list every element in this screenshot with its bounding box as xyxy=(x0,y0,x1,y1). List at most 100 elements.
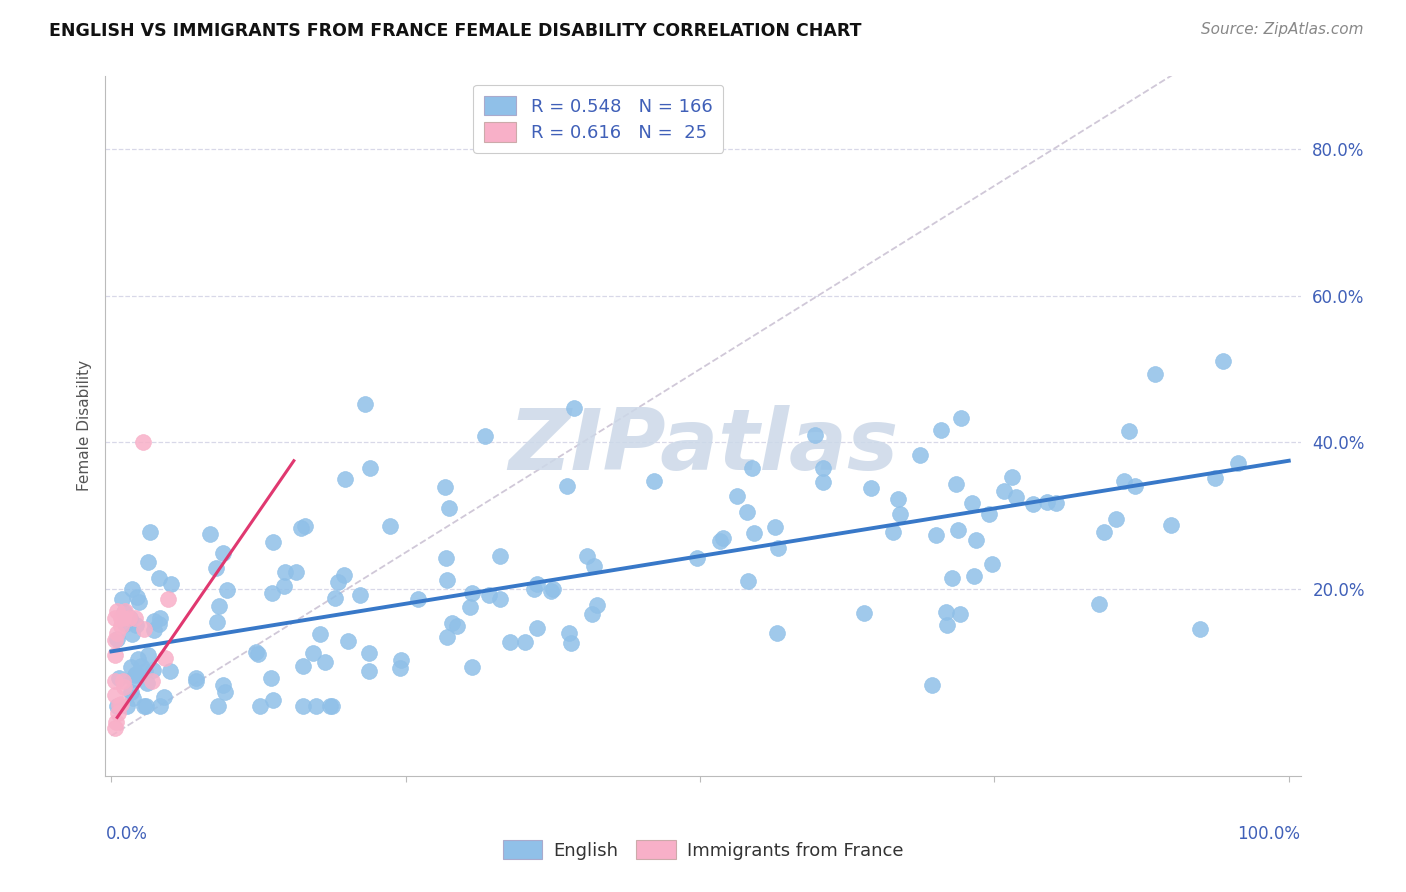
Point xyxy=(357,664,380,678)
Point xyxy=(935,605,957,619)
Point xyxy=(105,626,128,640)
Point xyxy=(274,565,297,579)
Point xyxy=(291,659,314,673)
Text: 0.0%: 0.0% xyxy=(105,825,148,843)
Point xyxy=(160,576,183,591)
Point xyxy=(562,401,585,416)
Point xyxy=(186,673,208,688)
Point xyxy=(153,690,176,705)
Point xyxy=(111,592,134,607)
Point xyxy=(523,582,546,597)
Point xyxy=(889,507,911,521)
Point xyxy=(120,660,142,674)
Point xyxy=(1087,597,1109,611)
Point xyxy=(308,626,330,640)
Point xyxy=(1212,353,1234,368)
Point xyxy=(766,626,789,640)
Legend: R = 0.548   N = 166, R = 0.616   N =  25: R = 0.548 N = 166, R = 0.616 N = 25 xyxy=(472,85,723,153)
Point xyxy=(328,574,350,589)
Point xyxy=(153,651,176,665)
Point xyxy=(142,614,165,628)
Y-axis label: Female Disability: Female Disability xyxy=(76,360,91,491)
Point xyxy=(122,690,145,705)
Point xyxy=(437,501,460,516)
Point xyxy=(852,606,875,620)
Point xyxy=(302,646,325,660)
Point xyxy=(124,667,146,681)
Point xyxy=(292,699,315,714)
Point xyxy=(112,611,135,625)
Text: ZIPatlas: ZIPatlas xyxy=(508,406,898,489)
Point xyxy=(980,558,1002,572)
Point xyxy=(249,699,271,714)
Point xyxy=(290,521,312,535)
Point xyxy=(208,599,231,614)
Point xyxy=(763,520,786,534)
Point xyxy=(859,481,882,495)
Point xyxy=(104,648,127,662)
Point xyxy=(929,423,952,437)
Point xyxy=(737,574,759,588)
Point xyxy=(461,659,484,673)
Text: 100.0%: 100.0% xyxy=(1237,825,1301,843)
Point xyxy=(138,648,160,663)
Point xyxy=(262,586,284,600)
Point xyxy=(157,592,180,607)
Point xyxy=(148,698,170,713)
Point xyxy=(446,619,468,633)
Point xyxy=(135,699,157,714)
Point xyxy=(882,524,904,539)
Point xyxy=(941,571,963,585)
Point xyxy=(526,576,548,591)
Point xyxy=(107,706,129,721)
Point xyxy=(461,586,484,600)
Point xyxy=(204,561,226,575)
Point xyxy=(104,722,127,736)
Point xyxy=(768,541,790,556)
Text: Source: ZipAtlas.com: Source: ZipAtlas.com xyxy=(1201,22,1364,37)
Point xyxy=(643,475,665,489)
Point xyxy=(948,524,970,538)
Point xyxy=(908,448,931,462)
Point xyxy=(1118,424,1140,438)
Point xyxy=(121,582,143,596)
Point xyxy=(205,615,228,629)
Point xyxy=(124,611,146,625)
Point xyxy=(245,644,267,658)
Point xyxy=(1004,490,1026,504)
Point xyxy=(110,697,132,711)
Point xyxy=(474,429,496,443)
Point xyxy=(118,611,141,625)
Point xyxy=(1123,478,1146,492)
Point xyxy=(110,618,132,632)
Point xyxy=(159,664,181,678)
Point xyxy=(1189,623,1212,637)
Point xyxy=(104,673,127,688)
Point xyxy=(436,573,458,587)
Point xyxy=(436,631,458,645)
Point xyxy=(741,461,763,475)
Point xyxy=(1092,524,1115,539)
Point xyxy=(115,699,138,714)
Point xyxy=(441,616,464,631)
Point xyxy=(434,480,457,494)
Point xyxy=(558,625,581,640)
Point xyxy=(993,483,1015,498)
Point xyxy=(112,673,135,688)
Point xyxy=(314,655,336,669)
Point xyxy=(925,528,948,542)
Point xyxy=(576,549,599,563)
Point xyxy=(1143,367,1166,381)
Point xyxy=(263,535,285,549)
Point xyxy=(114,680,136,694)
Point xyxy=(436,551,458,566)
Legend: English, Immigrants from France: English, Immigrants from France xyxy=(495,833,911,867)
Point xyxy=(357,646,380,660)
Point xyxy=(125,590,148,604)
Point xyxy=(132,435,155,450)
Point xyxy=(105,714,128,729)
Point xyxy=(458,599,481,614)
Point xyxy=(104,689,127,703)
Point xyxy=(321,699,343,714)
Point xyxy=(1227,456,1250,470)
